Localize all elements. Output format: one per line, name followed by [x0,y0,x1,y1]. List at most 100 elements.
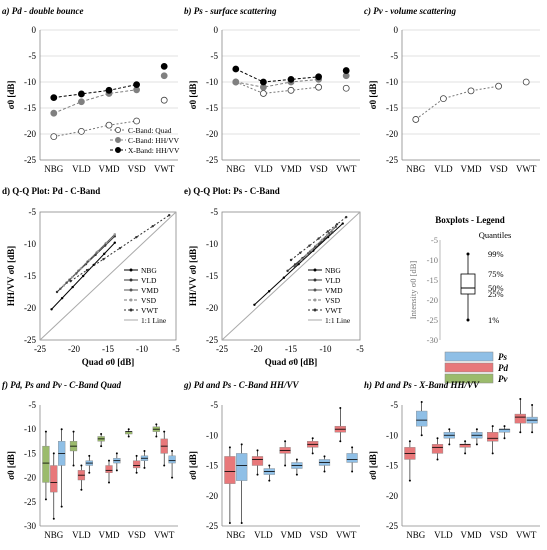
data-point [267,290,271,293]
series-line [415,85,499,120]
y-tick-label: -15 [24,271,36,281]
box-ps [168,455,176,464]
legend-swatch [444,351,494,362]
x-tick-label: VWT [154,530,175,540]
x-tick-label: VWT [336,530,357,540]
legend-subtitle: Quantiles [479,230,512,240]
whisker-end [88,471,91,474]
legend-marker [313,308,317,312]
y-tick-label: -20 [206,303,218,313]
series-line [53,89,137,114]
y-tick-label: -5 [29,207,37,217]
whisker-end [127,435,130,438]
legend-label: VWT [325,306,342,315]
data-point [50,109,58,117]
y-tick-label: -25 [386,155,398,165]
quantile-label: 50% [488,283,504,293]
whisker-end [155,435,158,438]
data-point [55,290,59,294]
box-ps [236,453,248,481]
y-tick-label: -15 [24,448,36,458]
data-point [289,258,293,262]
data-point [151,224,154,228]
legend-label: 1:1 Line [141,316,167,325]
x-tick-label: -25 [34,344,46,354]
y-tick-label: -25 [386,521,398,531]
x-tick-label: VSD [490,164,509,174]
data-point [308,244,311,247]
legend-label: VSD [141,296,157,305]
whisker-end [448,443,451,446]
x-tick-label: VMD [280,530,302,540]
x-tick-label: VLD [434,530,453,540]
box-ps [416,410,428,427]
y-tick-label: -15 [24,103,36,113]
y-tick-label: -25 [206,521,218,531]
x-tick-label: VMD [460,164,482,174]
legend-marker [313,268,317,272]
x-tick-label: -10 [136,344,148,354]
whisker-end [100,433,103,436]
x-tick-label: VMD [98,164,120,174]
legend-marker [129,298,133,302]
legend-label: NBG [325,266,341,275]
y-tick-label: -15 [206,461,218,471]
whisker-end [115,452,118,455]
whisker-end [503,425,506,428]
y-tick-label: -25 [24,155,36,165]
data-point [315,73,323,81]
y-tick-label: 0 [32,25,37,35]
data-point [50,94,58,101]
data-point [522,78,530,86]
data-point [232,65,240,73]
y-tick-label: -10 [206,77,218,87]
y-tick-label: -10 [24,424,36,434]
legend-label: VMD [325,286,343,295]
whisker-end [143,466,146,469]
quantile-label: 99% [488,249,504,259]
box-pd [251,456,264,466]
x-tick-label: VWT [516,164,537,174]
box-pd [487,432,499,442]
data-point [78,98,85,106]
y-tick-label: -20 [206,129,218,139]
x-tick-label: VSD [310,530,329,540]
data-point [118,246,122,250]
whisker-end [163,464,166,467]
whisker-end [311,452,314,455]
data-point [287,86,295,94]
x-tick-label: VMD [460,530,482,540]
legend-label: Pv [498,374,508,384]
y-axis-label: σ0 [dB] [188,81,198,110]
x-axis-label: Quad σ0 [dB] [82,357,134,367]
data-point [113,235,117,238]
chart-title: a) Pd - double bounce [2,6,84,16]
x-tick-label: -20 [251,344,263,354]
whisker-end [108,481,110,484]
legend-label: VLD [325,276,341,285]
legend-label: VLD [141,276,157,285]
whisker-end [228,521,231,524]
legend-label: VWT [141,306,158,315]
data-point [342,67,350,74]
legend-label: Ps [498,352,507,362]
legend-title: Boxplots - Legend [435,215,505,225]
whisker-end [256,473,259,476]
y-tick-label: -25 [24,335,36,345]
box-pd [132,460,141,469]
whisker-end [80,488,83,491]
whisker-end [108,459,110,462]
data-point [495,82,503,90]
x-tick-label: VSD [310,164,329,174]
whisker-end [466,318,470,322]
data-point [300,258,303,262]
whisker-end [491,425,494,428]
legend-label: C-Band: Quad [128,126,172,135]
legend-marker [129,308,133,312]
data-point [69,279,72,283]
whisker-end [408,440,411,443]
y-axis-label: σ0 [dB] [188,451,198,480]
whisker-end [284,440,287,443]
legend-label: C-Band: HH/VV [128,136,180,145]
whisker-end [240,521,243,524]
